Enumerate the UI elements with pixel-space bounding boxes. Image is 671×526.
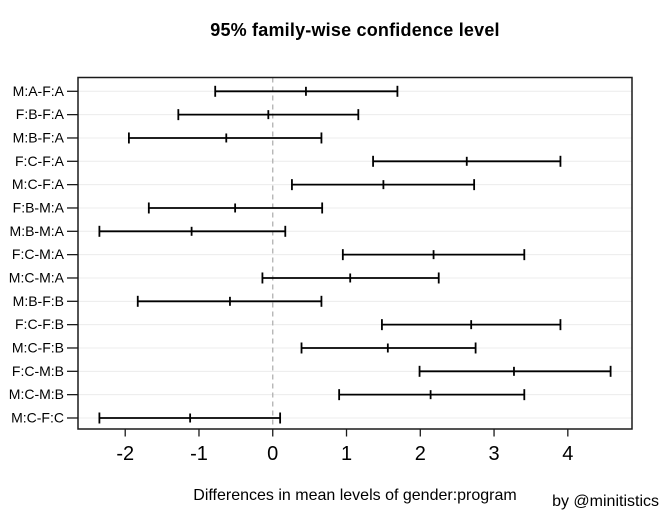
x-tick-label: 3 bbox=[488, 443, 499, 465]
y-axis-label: F:C-M:B bbox=[12, 363, 64, 379]
y-axis-label: M:B-F:A bbox=[13, 129, 65, 145]
x-tick-label: 2 bbox=[415, 443, 426, 465]
y-axis-label: F:C-M:A bbox=[12, 246, 65, 262]
y-axis-label: M:C-F:A bbox=[12, 176, 65, 192]
y-axis-label: M:C-F:B bbox=[12, 339, 64, 355]
x-tick-label: -1 bbox=[190, 443, 208, 465]
y-axis-label: M:B-M:A bbox=[10, 223, 65, 239]
plot-border bbox=[77, 76, 633, 430]
y-axis-label: F:B-F:A bbox=[16, 106, 65, 122]
x-tick-label: -2 bbox=[116, 443, 134, 465]
x-tick-label: 0 bbox=[267, 443, 278, 465]
chart-title: 95% family-wise confidence level bbox=[210, 20, 500, 40]
y-axis-label: M:C-F:C bbox=[11, 409, 64, 425]
y-axis-label: F:C-F:B bbox=[15, 316, 64, 332]
x-tick-label: 1 bbox=[341, 443, 352, 465]
y-axis-label: M:C-M:B bbox=[9, 386, 64, 402]
y-axis-label: M:B-F:B bbox=[13, 293, 64, 309]
credit-watermark: by @minitistics bbox=[552, 493, 659, 510]
x-tick-label: 4 bbox=[562, 443, 573, 465]
y-axis-label: M:C-M:A bbox=[9, 269, 65, 285]
y-axis-label: F:B-M:A bbox=[13, 199, 65, 215]
y-axis-label: F:C-F:A bbox=[15, 153, 65, 169]
y-axis-label: M:A-F:A bbox=[13, 83, 65, 99]
x-axis-title: Differences in mean levels of gender:pro… bbox=[193, 487, 517, 504]
